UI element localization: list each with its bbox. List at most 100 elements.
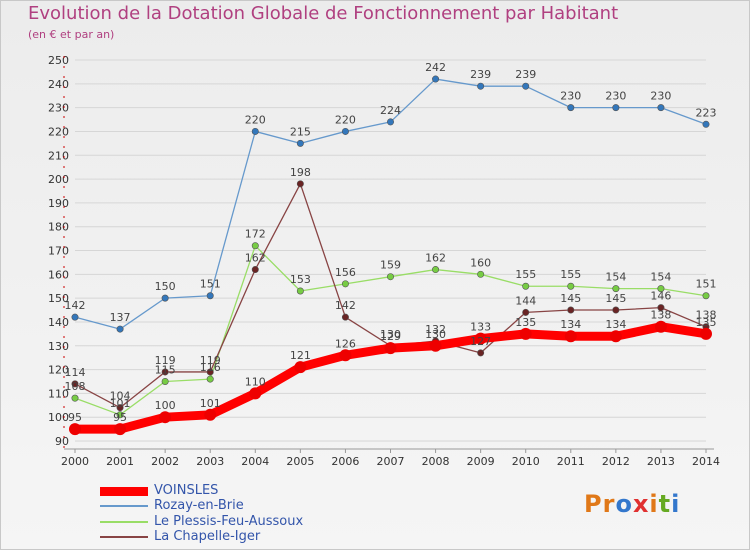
x-tick-label: 2006 (331, 455, 359, 468)
data-label-voinsles: 121 (290, 349, 311, 362)
data-label-rozay-en-brie: 142 (65, 299, 86, 312)
data-label-voinsles: 129 (380, 330, 401, 343)
data-point-rozay-en-brie (161, 294, 169, 302)
y-tick-label: 240 (48, 78, 69, 91)
data-label-le-plessis-feu-aussoux: 172 (245, 228, 266, 241)
data-point-rozay-en-brie (657, 104, 665, 112)
brand-letter: o (615, 490, 633, 518)
data-point-la-chapelle-iger (341, 313, 349, 321)
data-label-la-chapelle-iger: 114 (65, 366, 86, 379)
data-point-voinsles (249, 387, 262, 400)
x-tick-label: 2011 (557, 455, 585, 468)
data-label-rozay-en-brie: 230 (605, 90, 626, 103)
y-tick-label: 200 (48, 173, 69, 186)
data-label-voinsles: 135 (696, 316, 717, 329)
data-label-la-chapelle-iger: 145 (605, 292, 626, 305)
x-tick-label: 2012 (602, 455, 630, 468)
data-label-le-plessis-feu-aussoux: 155 (560, 268, 581, 281)
data-point-rozay-en-brie (432, 75, 440, 83)
data-label-le-plessis-feu-aussoux: 115 (155, 363, 176, 376)
data-label-la-chapelle-iger: 145 (560, 292, 581, 305)
data-point-le-plessis-feu-aussoux (251, 242, 259, 250)
y-tick-label: 160 (48, 268, 69, 281)
data-point-le-plessis-feu-aussoux (341, 280, 349, 288)
data-point-la-chapelle-iger (71, 380, 79, 388)
data-label-le-plessis-feu-aussoux: 108 (65, 380, 86, 393)
x-tick-label: 2005 (286, 455, 314, 468)
y-tick-label: 140 (48, 316, 69, 329)
brand-letter: i (671, 490, 681, 518)
legend-swatch (100, 505, 148, 507)
x-tick-label: 2000 (61, 455, 89, 468)
y-tick-label: 150 (48, 292, 69, 305)
data-point-le-plessis-feu-aussoux (612, 285, 620, 293)
data-label-voinsles: 133 (470, 321, 491, 334)
data-label-rozay-en-brie: 239 (470, 68, 491, 81)
data-label-la-chapelle-iger: 162 (245, 252, 266, 265)
data-label-rozay-en-brie: 151 (200, 278, 221, 291)
x-tick-label: 2007 (377, 455, 405, 468)
data-point-le-plessis-feu-aussoux (296, 287, 304, 295)
chart-subtitle: (en € et par an) (28, 28, 115, 41)
data-label-la-chapelle-iger: 119 (200, 354, 221, 367)
y-tick-label: 180 (48, 221, 69, 234)
data-point-la-chapelle-iger (567, 306, 575, 314)
brand-letter: i (649, 490, 659, 518)
data-label-la-chapelle-iger: 146 (650, 290, 671, 303)
x-tick-label: 2009 (467, 455, 495, 468)
chart-title: Evolution de la Dotation Globale de Fonc… (28, 3, 619, 24)
data-label-rozay-en-brie: 230 (650, 90, 671, 103)
data-point-le-plessis-feu-aussoux (386, 273, 394, 281)
data-label-rozay-en-brie: 223 (696, 106, 717, 119)
data-point-la-chapelle-iger (206, 368, 214, 376)
gridlines (75, 59, 706, 442)
data-label-la-chapelle-iger: 144 (515, 294, 536, 307)
x-tick-label: 2004 (241, 455, 269, 468)
legend-label: La Chapelle-Iger (154, 529, 261, 544)
data-point-rozay-en-brie (206, 292, 214, 300)
data-point-voinsles (114, 423, 127, 436)
y-tick-label: 220 (48, 125, 69, 138)
data-label-voinsles: 134 (560, 318, 581, 331)
data-point-rozay-en-brie (386, 118, 394, 126)
y-tick-label: 210 (48, 149, 69, 162)
data-point-la-chapelle-iger (296, 180, 304, 188)
x-tick-label: 2013 (647, 455, 675, 468)
brand-letter: x (632, 490, 650, 518)
x-tick-label: 2003 (196, 455, 224, 468)
data-label-la-chapelle-iger: 127 (470, 335, 491, 348)
y-tick-label: 190 (48, 197, 69, 210)
data-label-le-plessis-feu-aussoux: 116 (200, 361, 221, 374)
data-label-le-plessis-feu-aussoux: 151 (696, 278, 717, 291)
data-label-la-chapelle-iger: 104 (110, 390, 131, 403)
data-point-rozay-en-brie (341, 127, 349, 135)
legend-swatch (100, 521, 148, 523)
data-point-le-plessis-feu-aussoux (206, 375, 214, 383)
data-point-la-chapelle-iger (657, 304, 665, 312)
data-label-voinsles: 95 (113, 411, 127, 424)
legend-label: Le Plessis-Feu-Aussoux (154, 514, 304, 529)
data-point-le-plessis-feu-aussoux (522, 282, 530, 290)
legend-label: VOINSLES (154, 483, 219, 498)
data-label-la-chapelle-iger: 138 (696, 309, 717, 322)
data-label-la-chapelle-iger: 119 (155, 354, 176, 367)
data-label-voinsles: 101 (200, 397, 221, 410)
data-label-rozay-en-brie: 215 (290, 125, 311, 138)
data-point-rozay-en-brie (251, 127, 259, 135)
data-point-voinsles (654, 320, 667, 333)
legend-swatch (100, 536, 148, 538)
data-point-la-chapelle-iger (522, 308, 530, 316)
data-label-le-plessis-feu-aussoux: 162 (425, 252, 446, 265)
data-point-la-chapelle-iger (477, 349, 485, 357)
data-label-voinsles: 126 (335, 337, 356, 350)
data-label-rozay-en-brie: 242 (425, 61, 446, 74)
data-label-rozay-en-brie: 150 (155, 280, 176, 293)
data-label-rozay-en-brie: 137 (110, 311, 131, 324)
data-label-la-chapelle-iger: 130 (380, 328, 401, 341)
y-tick-label: 130 (48, 340, 69, 353)
brand-logo: Proxiti (584, 490, 680, 518)
data-point-le-plessis-feu-aussoux (657, 285, 665, 293)
data-label-rozay-en-brie: 220 (335, 113, 356, 126)
x-tick-label: 2010 (512, 455, 540, 468)
